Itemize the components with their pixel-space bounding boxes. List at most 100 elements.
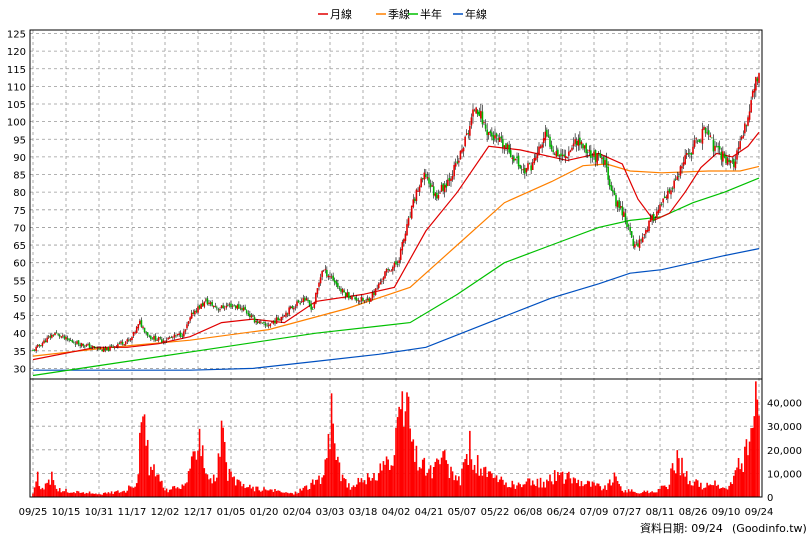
candle-body xyxy=(674,178,677,180)
candle-body xyxy=(398,260,400,263)
candle-body xyxy=(178,333,180,335)
candle-body xyxy=(671,188,674,190)
candle-body xyxy=(154,335,157,341)
candle-body xyxy=(712,139,715,152)
volume-bar xyxy=(385,456,388,497)
candle-body xyxy=(137,324,140,329)
candle-body xyxy=(84,346,86,348)
candle-body xyxy=(599,153,602,158)
candle-body xyxy=(315,292,317,304)
volume-bar xyxy=(662,485,664,497)
candle-body xyxy=(68,339,70,341)
candle-body xyxy=(79,344,81,346)
volume-bar xyxy=(153,464,155,497)
candle-body xyxy=(726,158,729,165)
volume-bar xyxy=(649,492,652,497)
volume-bar xyxy=(277,490,279,497)
volume-bar xyxy=(472,469,474,497)
volume-bar xyxy=(326,458,328,497)
volume-bar xyxy=(582,486,584,497)
candle-body xyxy=(486,129,488,136)
candle-body xyxy=(475,107,477,114)
volume-bar xyxy=(492,478,495,497)
volume-bar xyxy=(71,492,74,497)
candle-body xyxy=(203,301,206,307)
volume-bar xyxy=(43,489,45,497)
candle-body xyxy=(216,307,218,309)
volume-bar xyxy=(517,482,520,497)
volume-bar xyxy=(223,441,226,497)
candle-body xyxy=(544,131,547,141)
volume-bar xyxy=(275,490,278,497)
candle-body xyxy=(717,145,719,148)
volume-bar xyxy=(291,493,294,497)
candle-body xyxy=(51,334,53,338)
volume-bar xyxy=(38,486,41,497)
volume-bar xyxy=(250,488,253,497)
volume-bar xyxy=(700,482,702,497)
candle-body xyxy=(588,149,591,152)
legend-label-quarter: 季線 xyxy=(388,7,410,21)
volume-bar xyxy=(423,457,426,497)
volume-bar xyxy=(205,473,207,497)
candle-body xyxy=(357,300,360,302)
candle-body xyxy=(670,190,672,195)
candle-body xyxy=(409,216,411,218)
candle-body xyxy=(66,337,69,340)
volume-bar xyxy=(131,487,133,497)
candle-body xyxy=(374,288,377,295)
candle-body xyxy=(527,163,529,170)
volume-bar xyxy=(627,489,630,497)
volume-bar xyxy=(73,492,75,497)
volume-bar xyxy=(214,481,217,497)
candle-body xyxy=(43,340,45,344)
price-tick-label: 85 xyxy=(13,171,26,182)
candle-body xyxy=(230,303,232,308)
date-axis: 09/25 10/15 10/31 11/17 12/02 12/17 01/05 01/20… xyxy=(19,507,774,518)
volume-bar xyxy=(299,488,301,497)
volume-bar xyxy=(671,463,674,497)
candle-body xyxy=(360,297,363,301)
volume-bar xyxy=(654,492,657,497)
candle-body xyxy=(676,176,679,180)
volume-plot-frame xyxy=(29,378,763,498)
volume-bar xyxy=(129,486,132,497)
candle-body xyxy=(426,177,429,179)
volume-bar xyxy=(230,471,232,497)
volume-bar xyxy=(183,485,185,497)
candle-body xyxy=(462,147,465,152)
volume-bar xyxy=(487,471,490,497)
date-tick-label: 08/26 xyxy=(679,507,708,518)
volume-bar xyxy=(282,492,284,497)
candle-body xyxy=(324,268,327,270)
candle-body xyxy=(525,168,528,173)
volume-bar xyxy=(253,491,256,497)
candle-body xyxy=(729,160,732,163)
volume-bar xyxy=(234,485,237,497)
candle-body xyxy=(311,308,314,310)
candle-body xyxy=(157,337,160,341)
candle-body xyxy=(187,321,190,325)
volume-bar xyxy=(550,481,553,497)
volume-bar xyxy=(192,451,195,497)
volume-bar xyxy=(626,492,628,497)
candle-body xyxy=(181,335,184,337)
volume-bar xyxy=(524,484,526,497)
candle-body xyxy=(439,192,441,194)
volume-bar xyxy=(583,484,586,497)
volume-bar xyxy=(137,474,140,497)
volume-bar xyxy=(269,489,272,497)
source-site: (Goodinfo.tw) xyxy=(732,522,807,535)
candle-body xyxy=(747,117,749,126)
volume-bar xyxy=(148,475,151,497)
volume-bar xyxy=(640,493,642,497)
candle-body xyxy=(508,144,510,153)
candle-body xyxy=(263,322,265,323)
volume-bar xyxy=(456,480,459,497)
volume-bar xyxy=(591,481,594,497)
volume-bar xyxy=(324,459,327,497)
volume-bar xyxy=(605,489,608,497)
volume-bar xyxy=(426,472,429,497)
candle-body xyxy=(222,305,224,309)
volume-bar xyxy=(575,483,578,497)
